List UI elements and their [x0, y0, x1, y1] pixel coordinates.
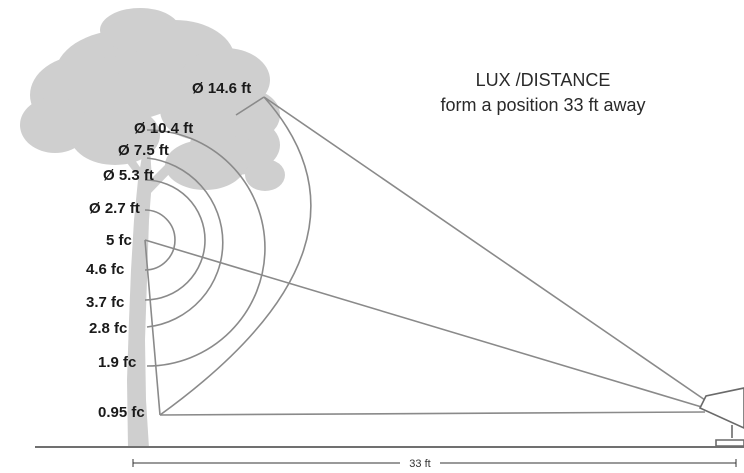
- fc-label-5: 5 fc: [106, 232, 132, 249]
- illuminance-labels: 5 fc 4.6 fc 3.7 fc 2.8 fc 1.9 fc 0.95 fc: [86, 232, 145, 421]
- beam-arc-3: [146, 157, 224, 328]
- fc-label-1-9: 1.9 fc: [98, 354, 136, 371]
- beam-edge-lower: [159, 411, 706, 416]
- fc-label-2-8: 2.8 fc: [89, 320, 127, 337]
- beam-arc-1: [144, 209, 176, 271]
- diameter-label-10-4: Ø 10.4 ft: [134, 120, 193, 137]
- spotlight-base: [715, 439, 744, 447]
- spotlight-head: [698, 387, 744, 429]
- arc-connector: [235, 96, 265, 116]
- distance-dimension: [132, 459, 737, 467]
- beam-center-line: [144, 239, 706, 409]
- beam-arc-2: [144, 179, 206, 301]
- diagram-subtitle: form a position 33 ft away: [440, 95, 645, 115]
- foliage: [165, 140, 245, 190]
- tree-trunk: [127, 148, 152, 448]
- beam-arc-4: [146, 129, 266, 367]
- foliage: [100, 8, 180, 52]
- spotlight-fixture-icon: [698, 387, 744, 447]
- diameter-label-7-5: Ø 7.5 ft: [118, 142, 169, 159]
- fc-label-0-95: 0.95 fc: [98, 404, 145, 421]
- fc-label-4-6: 4.6 fc: [86, 261, 124, 278]
- light-beam: [144, 96, 706, 416]
- tree-illustration: [20, 8, 285, 448]
- diameter-label-14-6: Ø 14.6 ft: [192, 80, 251, 97]
- distance-label: 33 ft: [409, 458, 430, 470]
- beam-arc-5: [159, 96, 312, 416]
- foliage: [70, 105, 160, 165]
- diameter-labels: Ø 14.6 ft Ø 10.4 ft Ø 7.5 ft Ø 5.3 ft Ø …: [89, 80, 251, 217]
- foliage: [245, 159, 285, 191]
- fc-label-3-7: 3.7 fc: [86, 294, 124, 311]
- diameter-label-2-7: Ø 2.7 ft: [89, 200, 140, 217]
- diameter-label-5-3: Ø 5.3 ft: [103, 167, 154, 184]
- beam-edge-upper: [263, 96, 706, 401]
- diagram-title: LUX /DISTANCE: [476, 70, 611, 90]
- foliage: [160, 80, 240, 140]
